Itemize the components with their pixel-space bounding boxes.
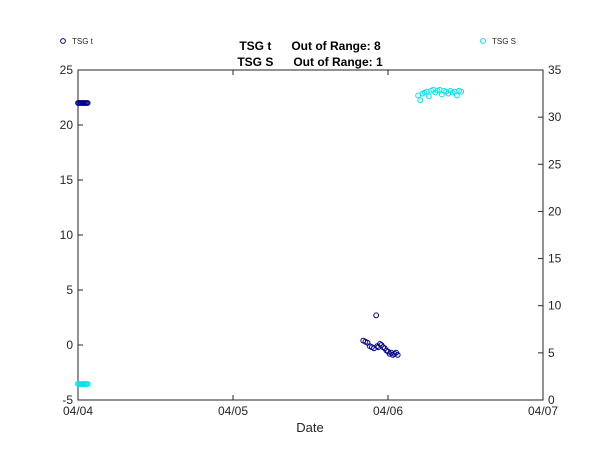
y-left-tick-label: 5	[66, 283, 73, 297]
x-tick-label: 04/04	[63, 404, 93, 418]
data-point	[84, 381, 91, 387]
series-tsg-s	[75, 86, 465, 387]
chart-title-line-2: TSG S Out of Range: 1	[237, 55, 383, 69]
legend-marker-tsg-t	[60, 38, 66, 44]
x-axis: 04/04 04/05 04/06 04/07	[63, 70, 558, 418]
data-point	[417, 97, 424, 104]
y-left-tick-label: 15	[60, 173, 74, 187]
axes-box	[77, 69, 544, 401]
y-left-tick-label: 20	[60, 118, 74, 132]
y-left-tick-label: 10	[60, 228, 74, 242]
data-point	[84, 100, 91, 106]
series-tsg-t	[75, 100, 401, 358]
x-tick-label: 04/06	[373, 404, 403, 418]
y-right-tick-label: 20	[548, 204, 562, 218]
y-right-tick-label: 0	[548, 393, 555, 407]
legend-tsg-s: TSG S	[480, 37, 516, 46]
chart-title-line-1: TSG t Out of Range: 8	[239, 39, 381, 53]
legend-label-tsg-s: TSG S	[492, 37, 516, 46]
y-axis-right: 0 5 10 15 20 25 30 35	[538, 63, 562, 407]
y-right-tick-label: 5	[548, 346, 555, 360]
data-point	[394, 352, 401, 358]
y-left-tick-label: 0	[66, 338, 73, 352]
data-point	[373, 312, 380, 319]
series-layer	[75, 86, 465, 387]
data-point	[458, 88, 465, 95]
x-tick-label: 04/05	[218, 404, 248, 418]
plot-area	[77, 69, 544, 401]
legend-marker-tsg-s	[480, 38, 486, 44]
x-tick-label: 04/07	[528, 404, 558, 418]
y-left-tick-label: -5	[62, 393, 73, 407]
data-point	[453, 92, 460, 99]
y-right-tick-label: 10	[548, 299, 562, 313]
y-right-tick-label: 25	[548, 157, 562, 171]
y-left-tick-label: 25	[60, 63, 74, 77]
y-right-tick-label: 15	[548, 252, 562, 266]
legend-tsg-t: TSG t	[60, 37, 94, 46]
legend-label-tsg-t: TSG t	[72, 37, 94, 46]
y-right-tick-label: 35	[548, 63, 562, 77]
y-right-tick-label: 30	[548, 110, 562, 124]
y-axis-left: -5 0 5 10 15 20 25	[60, 63, 83, 407]
x-axis-label: Date	[296, 420, 323, 435]
data-point	[426, 93, 432, 100]
